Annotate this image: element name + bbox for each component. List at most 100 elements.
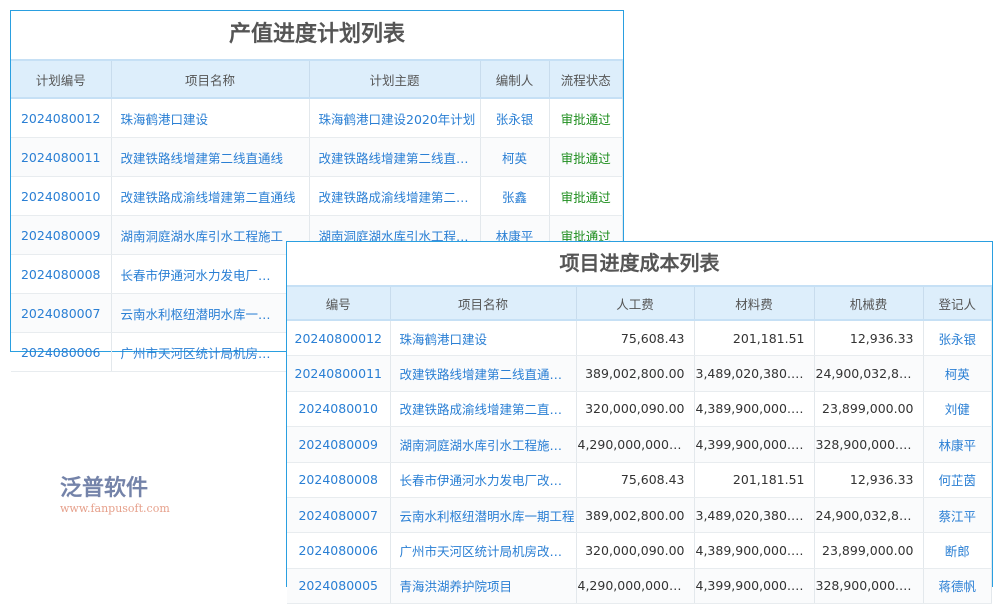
labor-cost-cell: 75,608.43	[576, 320, 695, 357]
column-header[interactable]: 编制人	[480, 59, 550, 99]
labor-cost-cell: 389,002,800.00	[576, 355, 695, 392]
column-header[interactable]: 计划编号	[11, 59, 112, 99]
table-row[interactable]: 2024080009 湖南洞庭湖水库引水工程施工项目 4,290,000,000.0…	[287, 426, 992, 463]
plan-no-cell[interactable]: 2024080006	[11, 332, 112, 372]
table-row[interactable]: 20240800011 改建铁路线增建第二线直通线工程 389,002,800.00…	[287, 355, 992, 392]
registrant-cell: 断郎	[923, 532, 992, 569]
project-name-cell[interactable]: 长春市伊通河水力发电厂改建工程	[111, 254, 310, 294]
project-name-cell[interactable]: 珠海鹤港口建设	[390, 320, 577, 357]
id-cell[interactable]: 20240800011	[287, 355, 391, 392]
project-name-cell[interactable]: 云南水利枢纽潜明水库一期工程	[390, 497, 577, 534]
id-cell[interactable]: 2024080008	[287, 462, 391, 498]
column-header[interactable]: 人工费	[576, 285, 695, 321]
project-name-cell[interactable]: 长春市伊通河水力发电厂改建工程	[390, 462, 577, 498]
author-cell: 柯英	[480, 137, 550, 177]
material-cost-cell: 3,489,020,380.00	[694, 355, 815, 392]
plan-no-cell[interactable]: 2024080012	[11, 98, 112, 138]
registrant-cell: 蔡江平	[923, 497, 992, 534]
table-row[interactable]: 2024080008 长春市伊通河水力发电厂改建工程 75,608.43 201,18…	[287, 462, 992, 498]
plan-table: 计划编号 项目名称 计划主题 编制人 流程状态 2024080012 珠海鹤港口建设 珠海鹤港…	[11, 59, 623, 372]
column-header[interactable]: 材料费	[694, 285, 815, 321]
project-name-cell[interactable]: 改建铁路成渝线增建第二直通线工程	[390, 391, 577, 428]
column-header[interactable]: 计划主题	[309, 59, 481, 99]
table-row[interactable]: 2024080010 改建铁路成渝线增建第二直通线 改建铁路成渝线增建第二直通线 张鑫…	[11, 176, 623, 216]
watermark-url: www.fanpusoft.com	[60, 502, 170, 515]
project-name-cell[interactable]: 云南水利枢纽潜明水库一期工程	[111, 293, 310, 333]
plan-list-title: 产值进度计划列表	[228, 22, 405, 47]
cost-table: 编号 项目名称 人工费 材料费 机械费 登记人 20240800012 珠海鹤港口建设 75,6…	[287, 285, 992, 604]
labor-cost-cell: 320,000,090.00	[576, 532, 695, 569]
labor-cost-cell: 4,290,000,000.00	[576, 568, 695, 604]
material-cost-cell: 4,389,900,000.00	[694, 391, 815, 428]
status-cell: 审批通过	[549, 176, 623, 216]
project-name-cell[interactable]: 广州市天河区统计局机房改造项目	[390, 532, 577, 569]
plan-topic-cell: 珠海鹤港口建设2020年计划	[309, 98, 481, 138]
plan-no-cell[interactable]: 2024080009	[11, 215, 112, 255]
id-cell[interactable]: 2024080009	[287, 426, 391, 463]
watermark-logo: 泛普软件 www.fanpusoft.com	[60, 470, 170, 515]
labor-cost-cell: 4,290,000,000.00	[576, 426, 695, 463]
project-name-text[interactable]: 云南水利枢纽潜明水库一期工程	[120, 306, 276, 322]
project-name-cell[interactable]: 湖南洞庭湖水库引水工程施工	[111, 215, 310, 255]
project-name-cell[interactable]: 改建铁路线增建第二线直通线工程	[390, 355, 577, 392]
labor-cost-cell: 75,608.43	[576, 462, 695, 498]
column-header[interactable]: 登记人	[923, 285, 992, 321]
registrant-cell: 何芷茵	[923, 462, 992, 498]
machine-cost-cell: 12,936.33	[814, 320, 924, 357]
watermark-brand: 泛普软件	[60, 476, 149, 501]
status-cell: 审批通过	[549, 98, 623, 138]
material-cost-cell: 4,399,900,000.00	[694, 426, 815, 463]
material-cost-cell: 201,181.51	[694, 462, 815, 498]
column-header[interactable]: 机械费	[814, 285, 924, 321]
project-name-cell[interactable]: 青海洪湖养护院项目	[390, 568, 577, 604]
id-cell[interactable]: 2024080007	[287, 497, 391, 534]
project-name-cell[interactable]: 湖南洞庭湖水库引水工程施工项目	[390, 426, 577, 463]
project-name-cell[interactable]: 改建铁路成渝线增建第二直通线	[111, 176, 310, 216]
machine-cost-cell: 24,900,032,800.00	[814, 497, 924, 534]
material-cost-cell: 3,489,020,380.00	[694, 497, 815, 534]
column-header[interactable]: 编号	[287, 285, 391, 321]
registrant-cell: 蒋德帆	[923, 568, 992, 604]
material-cost-cell: 4,399,900,000.00	[694, 568, 815, 604]
cost-list-title: 项目进度成本列表	[559, 251, 720, 275]
table-row[interactable]: 2024080006 广州市天河区统计局机房改造项目 320,000,090.00 4…	[287, 532, 992, 569]
id-cell[interactable]: 2024080010	[287, 391, 391, 428]
registrant-cell: 刘健	[923, 391, 992, 428]
project-name-cell[interactable]: 珠海鹤港口建设	[111, 98, 310, 138]
registrant-cell: 柯英	[923, 355, 992, 392]
table-row[interactable]: 2024080007 云南水利枢纽潜明水库一期工程 389,002,800.00 3,…	[287, 497, 992, 534]
registrant-cell: 张永银	[923, 320, 992, 357]
table-row[interactable]: 2024080012 珠海鹤港口建设 珠海鹤港口建设2020年计划 张永银 审批通过	[11, 98, 623, 138]
id-cell[interactable]: 2024080005	[287, 568, 391, 604]
plan-topic-cell: 改建铁路线增建第二线直通线	[309, 137, 481, 177]
table-row[interactable]: 2024080005 青海洪湖养护院项目 4,290,000,000.00 4,399…	[287, 568, 992, 604]
table-row[interactable]: 2024080010改建铁路成渝线增建第二直通线工程320,000,090.00…	[287, 391, 992, 428]
author-cell: 张永银	[480, 98, 550, 138]
table-row[interactable]: 20240800012 珠海鹤港口建设 75,608.43 201,181.51 12,…	[287, 320, 992, 357]
project-name-text[interactable]: 广州市天河区统计局机房改造项目	[120, 345, 276, 361]
column-header[interactable]: 流程状态	[549, 59, 623, 99]
machine-cost-cell: 328,900,000.00	[814, 568, 924, 604]
plan-no-cell[interactable]: 2024080011	[11, 137, 112, 177]
id-cell[interactable]: 2024080006	[287, 532, 391, 569]
plan-no-cell[interactable]: 2024080007	[11, 293, 112, 333]
id-cell[interactable]: 20240800012	[287, 320, 391, 357]
author-cell: 张鑫	[480, 176, 550, 216]
cost-list-panel: 项目进度成本列表 编号 项目名称 人工费 材料费 机械费 登记人 20240800012 珠海…	[286, 241, 993, 604]
plan-no-cell[interactable]: 2024080010	[11, 176, 112, 216]
project-name-cell[interactable]: 广州市天河区统计局机房改造项目	[111, 332, 310, 372]
project-name-cell[interactable]: 改建铁路线增建第二线直通线	[111, 137, 310, 177]
registrant-cell: 林康平	[923, 426, 992, 463]
material-cost-cell: 4,389,900,000.00	[694, 532, 815, 569]
plan-list-panel: 产值进度计划列表 计划编号 项目名称 计划主题 编制人 流程状态 2024080012 珠海…	[10, 10, 624, 372]
machine-cost-cell: 23,899,000.00	[814, 532, 924, 569]
plan-no-cell[interactable]: 2024080008	[11, 254, 112, 294]
material-cost-cell: 201,181.51	[694, 320, 815, 357]
project-name-text[interactable]: 长春市伊通河水力发电厂改建工程	[120, 267, 276, 283]
column-header[interactable]: 项目名称	[390, 285, 577, 321]
plan-topic-cell: 改建铁路成渝线增建第二直通线	[309, 176, 481, 216]
column-header[interactable]: 项目名称	[111, 59, 310, 99]
labor-cost-cell: 389,002,800.00	[576, 497, 695, 534]
machine-cost-cell: 12,936.33	[814, 462, 924, 498]
table-row[interactable]: 2024080011 改建铁路线增建第二线直通线 改建铁路线增建第二线直通线 柯英 审批…	[11, 137, 623, 177]
